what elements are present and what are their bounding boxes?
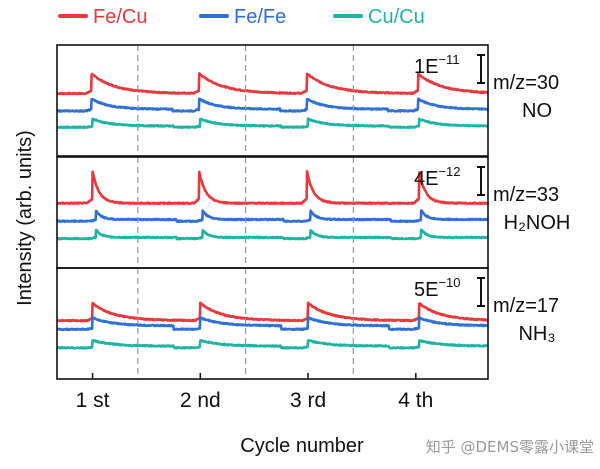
series-line-fe-cu xyxy=(56,170,490,205)
panel-mz-label: m/z=17 xyxy=(493,295,559,317)
scale-exponent: −10 xyxy=(438,275,460,290)
panel-species-label: NO xyxy=(522,100,552,122)
x-tick-label-0: 1 st xyxy=(76,389,110,412)
legend-label-1: Fe/Fe xyxy=(234,6,286,28)
series-line-fe-fe xyxy=(56,315,489,332)
series-line-fe-cu xyxy=(56,301,489,323)
scale-annotation: 4E−12 xyxy=(414,164,461,190)
y-axis-label: Intensity (arb. units) xyxy=(14,130,36,306)
series-line-cu-cu xyxy=(56,228,489,241)
scale-annotation: 5E−10 xyxy=(414,275,461,301)
x-axis-label: Cycle number xyxy=(240,435,364,457)
panel-frame xyxy=(56,44,489,157)
scale-mantissa: 1E xyxy=(414,56,438,78)
legend: Fe/Cu Fe/Fe Cu/Cu xyxy=(58,6,425,28)
scale-annotation: 1E−11 xyxy=(414,52,460,78)
plot-area: 1E−11 m/z=30 NO 4E−12 m/z=33 H₂NOH 5E−10 m/z=17… xyxy=(55,44,571,412)
scale-mantissa: 4E xyxy=(414,168,438,190)
series-line-fe-fe xyxy=(55,209,489,223)
legend-label-0: Fe/Cu xyxy=(93,6,147,28)
x-tick-label-2: 3 rd xyxy=(290,389,326,412)
series-line-fe-cu xyxy=(56,72,489,96)
panel-frame xyxy=(56,267,489,380)
scale-exponent: −11 xyxy=(438,52,459,67)
panel-1: 4E−12 m/z=33 H₂NOH xyxy=(55,156,571,269)
panel-mz-label: m/z=30 xyxy=(493,72,559,94)
x-tick-label-3: 4 th xyxy=(398,389,433,412)
scale-exponent: −12 xyxy=(438,164,460,179)
panel-species-label: H₂NOH xyxy=(504,212,571,234)
panel-0: 1E−11 m/z=30 NO xyxy=(56,44,559,157)
panel-mz-label: m/z=33 xyxy=(493,184,559,206)
panel-2: 5E−10 m/z=17 NH₃ xyxy=(56,267,559,380)
watermark-text: 知乎 @DEMS零露小课堂 xyxy=(426,438,594,456)
x-tick-label-1: 2 nd xyxy=(180,389,221,412)
panel-species-label: NH₃ xyxy=(518,323,555,345)
series-line-cu-cu xyxy=(56,339,489,350)
legend-label-2: Cu/Cu xyxy=(368,6,425,28)
series-line-fe-fe xyxy=(56,97,490,113)
series-line-cu-cu xyxy=(56,117,489,129)
scale-mantissa: 5E xyxy=(414,279,438,301)
